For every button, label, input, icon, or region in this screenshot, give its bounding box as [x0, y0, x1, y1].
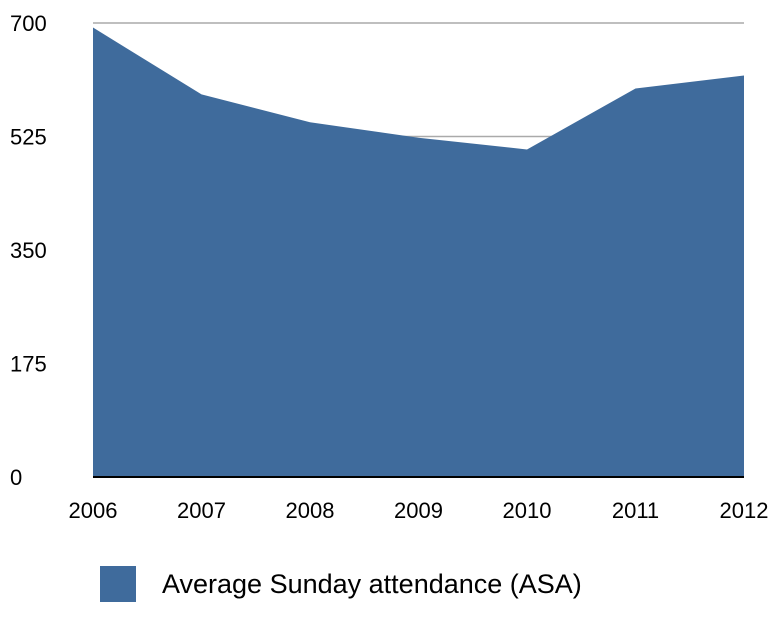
y-tick-label-0: 0 — [10, 465, 22, 490]
legend-label: Average Sunday attendance (ASA) — [162, 569, 582, 600]
x-tick-label-2011: 2011 — [612, 498, 659, 523]
y-tick-label-350: 350 — [10, 238, 47, 263]
y-axis-tick-labels: 0 175 350 525 700 — [10, 11, 47, 490]
legend-swatch — [100, 566, 136, 602]
x-tick-label-2006: 2006 — [69, 498, 118, 523]
x-tick-label-2007: 2007 — [177, 498, 226, 523]
series-area — [93, 28, 744, 477]
legend: Average Sunday attendance (ASA) — [100, 566, 582, 602]
x-tick-label-2008: 2008 — [286, 498, 335, 523]
y-tick-label-700: 700 — [10, 11, 47, 36]
plot-area — [93, 28, 744, 477]
y-tick-label-525: 525 — [10, 125, 47, 150]
x-axis-tick-labels: 2006 2007 2008 2009 2010 2011 2012 — [69, 498, 769, 523]
x-tick-label-2010: 2010 — [503, 498, 552, 523]
y-tick-label-175: 175 — [10, 352, 47, 377]
x-tick-label-2012: 2012 — [720, 498, 769, 523]
x-tick-label-2009: 2009 — [394, 498, 443, 523]
